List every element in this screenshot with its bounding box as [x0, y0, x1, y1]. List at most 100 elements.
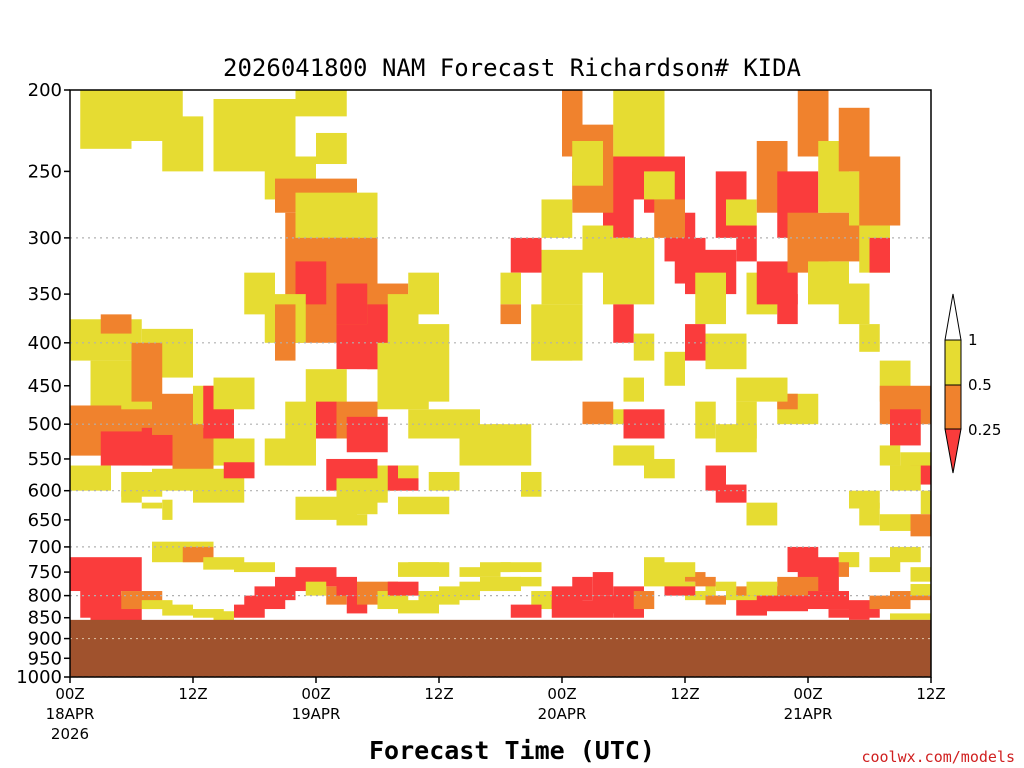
ri-cell [849, 613, 870, 620]
ri-cell [869, 557, 901, 573]
x-tick-date: 19APR [292, 705, 341, 723]
x-tick-label: 12Z [424, 685, 453, 703]
ri-cell [664, 586, 696, 596]
ri-cell [141, 600, 173, 610]
colorbar-bin-orange [944, 384, 962, 430]
ri-cell [387, 581, 419, 596]
ri-cell [623, 377, 644, 402]
y-tick-label: 950 [28, 648, 62, 669]
ri-cell [531, 342, 573, 361]
ri-cell [234, 562, 275, 573]
colorbar-top-arrow [944, 293, 962, 341]
ri-cell [408, 562, 439, 573]
ri-cell [295, 90, 347, 117]
ri-cell [715, 424, 757, 453]
y-tick-label: 450 [28, 376, 62, 397]
ri-cell [869, 237, 890, 273]
ri-cell [131, 342, 163, 402]
ri-cell [316, 401, 337, 439]
ri-cell [100, 314, 132, 334]
ri-cell [551, 600, 614, 618]
ri-cell [346, 416, 388, 453]
ri-cell [336, 514, 368, 526]
colorbar-bin-yellow [944, 339, 962, 386]
x-axis-ticks: 00Z 18APR 2026 12Z 00Z 19APR 12Z 00Z 20APR 12Z 00Z… [46, 677, 946, 743]
ri-cell [541, 249, 583, 305]
ri-cell [305, 581, 327, 596]
ri-cell [223, 462, 255, 479]
x-tick-date: 21APR [784, 705, 833, 723]
ri-cell [623, 409, 665, 439]
y-tick-label: 900 [28, 629, 62, 650]
ri-cell [644, 557, 665, 573]
ri-cell [808, 591, 849, 610]
credit-link[interactable]: coolwx.com/models [861, 748, 1015, 766]
ri-cell [715, 484, 747, 503]
ri-cell [500, 562, 542, 573]
ri-cell [213, 438, 255, 466]
ri-cell [582, 225, 614, 273]
ri-cell [162, 499, 173, 520]
ri-cell [746, 581, 778, 596]
y-tick-label: 850 [28, 608, 62, 629]
ri-cell [70, 465, 111, 491]
ri-cell [541, 199, 573, 238]
colorbar: 1 0.5 0.25 [944, 293, 1001, 474]
ri-cell [121, 490, 142, 503]
y-tick-label: 300 [28, 228, 62, 249]
ri-cell [736, 595, 767, 616]
ri-cell [357, 490, 378, 515]
ri-cell [490, 424, 532, 466]
ri-cell [295, 567, 337, 587]
ri-cell [295, 438, 316, 466]
ri-cell [695, 272, 726, 325]
ri-cell [910, 567, 931, 582]
ri-cell [654, 199, 685, 238]
ri-cell [162, 116, 204, 172]
x-tick-label: 00Z [301, 685, 330, 703]
ri-cell [562, 90, 583, 141]
ri-cell [582, 401, 614, 425]
ri-cell [705, 595, 726, 605]
ri-cell [849, 490, 880, 509]
ri-cell [664, 351, 685, 386]
ri-cell [879, 445, 901, 466]
ri-cell [316, 132, 347, 165]
colorbar-label: 0.25 [968, 421, 1001, 439]
ri-cell [664, 581, 696, 592]
ri-cell [510, 237, 542, 273]
ri-cell [859, 324, 880, 352]
ri-cell [644, 458, 675, 479]
ri-cell [746, 502, 778, 526]
ri-cell [152, 468, 193, 491]
y-tick-label: 700 [28, 537, 62, 558]
ri-cell [408, 272, 439, 315]
ri-cell [500, 576, 542, 587]
ri-cell [500, 272, 521, 305]
plot-frame [69, 89, 932, 678]
ri-cell [572, 140, 603, 186]
y-tick-label: 350 [28, 284, 62, 305]
colorbar-label: 1 [968, 331, 978, 349]
ri-cell [777, 294, 798, 325]
ri-cell [705, 333, 747, 370]
ri-cell [838, 283, 870, 325]
ri-cell [500, 304, 521, 325]
y-tick-label: 500 [28, 414, 62, 435]
ri-cell [695, 401, 716, 439]
ri-cell [336, 576, 357, 596]
ri-cell [736, 377, 788, 402]
x-tick-year: 2026 [51, 725, 89, 743]
ri-cell [664, 562, 696, 577]
y-tick-label: 1000 [16, 667, 62, 688]
ri-cell [398, 465, 419, 479]
ri-cell [336, 283, 368, 325]
x-tick-label: 12Z [178, 685, 207, 703]
ri-cell [592, 572, 614, 596]
ri-cell [295, 192, 378, 238]
ri-cell [726, 199, 757, 226]
ri-cell [613, 304, 634, 343]
ri-cell [480, 562, 511, 573]
y-tick-label: 750 [28, 562, 62, 583]
